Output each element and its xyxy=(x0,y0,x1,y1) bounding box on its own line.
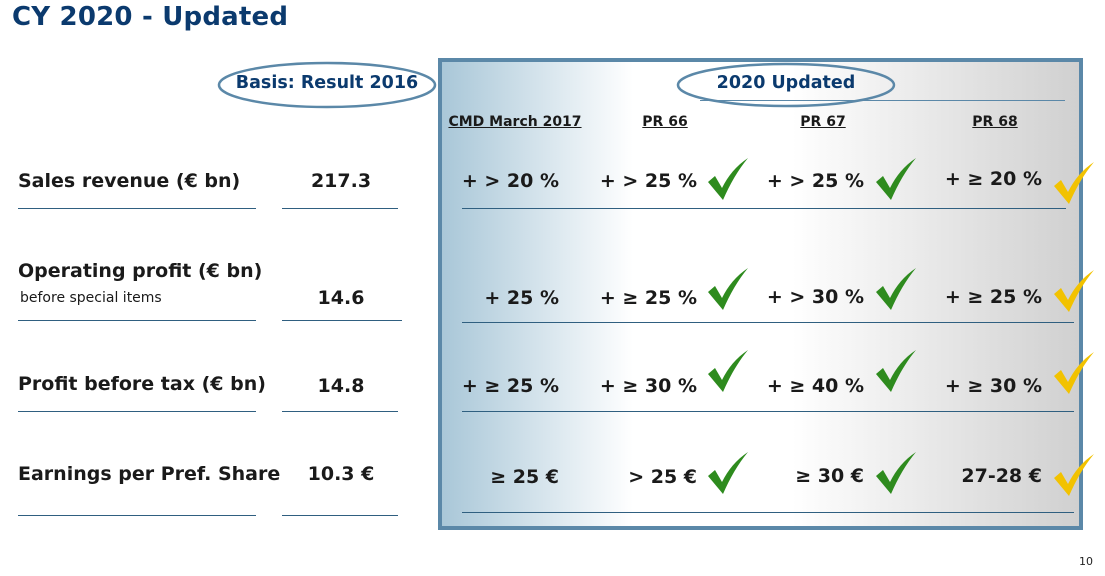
updated-header: 2020 Updated xyxy=(674,60,898,110)
row-divider xyxy=(462,208,1066,209)
check-icon xyxy=(708,268,748,310)
row-divider xyxy=(462,322,1074,323)
cell-op-pr68: + ≥ 25 % xyxy=(944,286,1042,308)
check-icon xyxy=(708,452,748,494)
page-title: CY 2020 - Updated xyxy=(12,2,289,32)
row-label-eps: Earnings per Pref. Share xyxy=(18,463,281,485)
column-header-pr66: PR 66 xyxy=(642,114,688,130)
check-icon xyxy=(1054,352,1094,394)
row-sublabel-operating-profit: before special items xyxy=(20,290,162,306)
oval-outline-icon xyxy=(217,61,437,109)
row-divider xyxy=(282,208,398,209)
cell-pbt-cmd: + ≥ 25 % xyxy=(461,375,559,397)
updated-label: 2020 Updated xyxy=(716,73,856,93)
basis-value-profit-before-tax: 14.8 xyxy=(317,375,365,397)
check-icon xyxy=(1054,162,1094,204)
row-divider xyxy=(282,515,398,516)
check-icon xyxy=(876,268,916,310)
row-divider xyxy=(18,320,256,321)
cell-sales-pr66: + > 25 % xyxy=(599,170,697,192)
check-icon xyxy=(876,158,916,200)
basis-value-sales: 217.3 xyxy=(310,170,372,192)
oval-outline-icon xyxy=(676,62,896,108)
cell-sales-cmd: + > 20 % xyxy=(461,170,559,192)
row-divider xyxy=(282,320,402,321)
updated-underline xyxy=(700,100,1065,101)
check-icon xyxy=(708,350,748,392)
row-divider xyxy=(18,208,256,209)
row-divider xyxy=(462,411,1074,412)
cell-eps-pr68: 27-28 € xyxy=(961,465,1042,487)
check-icon xyxy=(1054,454,1094,496)
check-icon xyxy=(708,158,748,200)
check-icon xyxy=(1054,270,1094,312)
column-header-pr68: PR 68 xyxy=(972,114,1018,130)
check-icon xyxy=(876,350,916,392)
row-divider xyxy=(18,411,256,412)
cell-eps-pr66: > 25 € xyxy=(628,466,697,488)
cell-pbt-pr67: + ≥ 40 % xyxy=(766,375,864,397)
row-divider xyxy=(462,512,1074,513)
row-label-operating-profit: Operating profit (€ bn) xyxy=(18,260,263,282)
row-divider xyxy=(282,411,398,412)
column-header-cmd: CMD March 2017 xyxy=(448,114,582,130)
cell-op-pr66: + ≥ 25 % xyxy=(599,287,697,309)
cell-op-pr67: + > 30 % xyxy=(766,286,864,308)
basis-label: Basis: Result 2016 xyxy=(235,73,419,93)
column-header-pr67: PR 67 xyxy=(800,114,846,130)
check-icon xyxy=(876,452,916,494)
row-divider xyxy=(18,515,256,516)
cell-sales-pr68: + ≥ 20 % xyxy=(944,168,1042,190)
cell-eps-cmd: ≥ 25 € xyxy=(490,466,559,488)
basis-value-eps: 10.3 € xyxy=(307,463,375,485)
updated-panel xyxy=(438,58,1083,530)
cell-pbt-pr66: + ≥ 30 % xyxy=(599,375,697,397)
page-number: 10 xyxy=(1079,555,1093,568)
cell-pbt-pr68: + ≥ 30 % xyxy=(944,375,1042,397)
basis-header: Basis: Result 2016 xyxy=(216,60,438,110)
cell-sales-pr67: + > 25 % xyxy=(766,170,864,192)
row-label-profit-before-tax: Profit before tax (€ bn) xyxy=(18,373,266,395)
basis-value-operating-profit: 14.6 xyxy=(317,287,365,309)
cell-op-cmd: + 25 % xyxy=(484,287,559,309)
row-label-sales: Sales revenue (€ bn) xyxy=(18,170,241,192)
cell-eps-pr67: ≥ 30 € xyxy=(795,465,864,487)
